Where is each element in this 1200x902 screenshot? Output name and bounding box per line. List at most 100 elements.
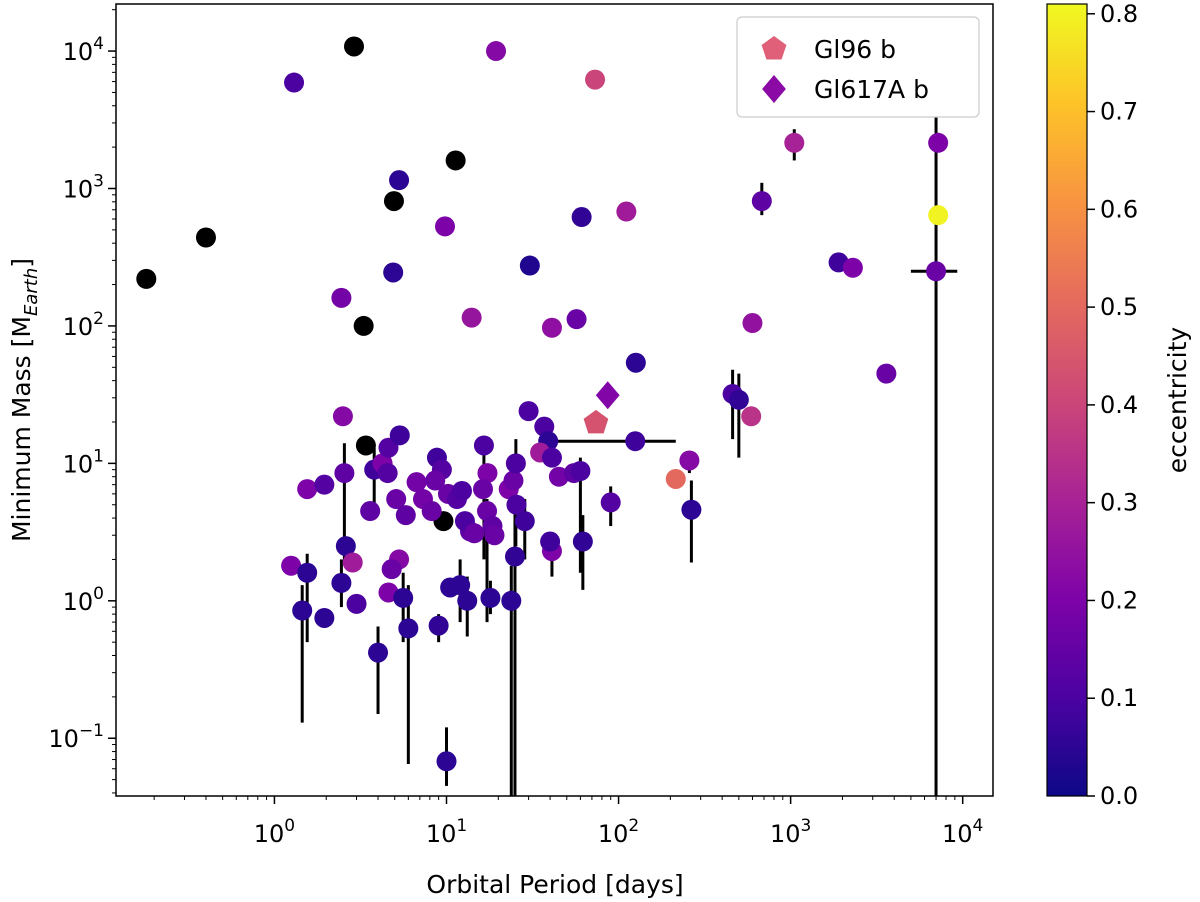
data-point bbox=[389, 425, 410, 446]
data-point bbox=[383, 191, 404, 212]
data-point bbox=[434, 216, 455, 237]
data-point bbox=[344, 36, 365, 57]
data-point bbox=[136, 268, 157, 289]
data-point bbox=[297, 562, 318, 583]
data-point bbox=[477, 463, 498, 484]
data-point bbox=[421, 501, 442, 522]
data-point bbox=[519, 255, 540, 276]
legend-label-gl96b: Gl96 b bbox=[814, 35, 896, 64]
data-point bbox=[681, 499, 702, 520]
colorbar-tick-label: 0.5 bbox=[1100, 293, 1138, 321]
legend-marker-gl96b bbox=[761, 36, 787, 60]
data-point bbox=[541, 317, 562, 338]
data-point bbox=[332, 406, 353, 427]
data-point bbox=[625, 431, 646, 452]
data-point bbox=[505, 453, 526, 474]
data-point bbox=[548, 466, 569, 487]
data-point bbox=[314, 607, 335, 628]
data-point bbox=[585, 69, 606, 90]
data-point bbox=[784, 132, 805, 153]
data-point bbox=[334, 463, 355, 484]
data-point bbox=[477, 501, 498, 522]
data-point bbox=[486, 41, 507, 62]
y-axis-label-sub: Earth bbox=[21, 268, 42, 316]
legend-box bbox=[736, 16, 980, 118]
colorbar-tick-label: 0.8 bbox=[1100, 0, 1138, 28]
data-point bbox=[445, 150, 466, 171]
x-axis: 100 101 102 103 104 bbox=[153, 796, 983, 848]
data-point bbox=[386, 489, 407, 510]
x-tick-label: 100 bbox=[254, 816, 295, 848]
colorbar-tick-label: 0.0 bbox=[1100, 782, 1138, 810]
data-point bbox=[281, 555, 302, 576]
data-point bbox=[484, 525, 505, 546]
data-point bbox=[566, 309, 587, 330]
y-axis-label-main: Minimum Mass [M bbox=[7, 316, 36, 542]
data-point bbox=[570, 461, 591, 482]
y-tick-label: 100 bbox=[63, 584, 104, 616]
colorbar-tick-label: 0.2 bbox=[1100, 586, 1138, 614]
highlighted-planet-marker bbox=[583, 409, 609, 434]
data-point bbox=[297, 479, 318, 500]
y-tick-label: 104 bbox=[63, 34, 104, 66]
data-point bbox=[383, 262, 404, 283]
colorbar-tick-label: 0.3 bbox=[1100, 489, 1138, 517]
data-point bbox=[368, 642, 389, 663]
x-tick-label: 101 bbox=[426, 816, 467, 848]
data-point bbox=[572, 531, 593, 552]
legend-label-gl617ab: Gl617A b bbox=[814, 75, 929, 104]
data-point bbox=[292, 600, 313, 621]
data-point bbox=[355, 435, 376, 456]
colorbar-tick-label: 0.4 bbox=[1100, 391, 1138, 419]
data-point bbox=[398, 618, 419, 639]
data-point bbox=[518, 401, 539, 422]
y-tick-label: 101 bbox=[63, 446, 104, 478]
y-tick-label: 10−1 bbox=[48, 721, 104, 753]
data-point bbox=[928, 205, 949, 226]
data-point bbox=[541, 447, 562, 468]
data-point bbox=[461, 307, 482, 328]
colorbar-label: eccentricity bbox=[1163, 327, 1192, 474]
data-point bbox=[501, 590, 522, 611]
data-point bbox=[514, 511, 535, 532]
data-point bbox=[428, 615, 449, 636]
data-point bbox=[451, 480, 472, 501]
data-point bbox=[381, 559, 402, 580]
data-point bbox=[353, 315, 374, 336]
data-point bbox=[284, 72, 305, 93]
data-point bbox=[450, 575, 471, 596]
data-point bbox=[335, 536, 356, 557]
colorbar-tick-label: 0.6 bbox=[1100, 195, 1138, 223]
plot-frame bbox=[115, 3, 994, 797]
data-point bbox=[876, 363, 897, 384]
colorbar-tick-label: 0.1 bbox=[1100, 684, 1138, 712]
plot-area bbox=[136, 36, 958, 796]
data-point bbox=[751, 191, 772, 212]
data-point bbox=[195, 227, 216, 248]
data-point bbox=[393, 587, 414, 608]
data-point bbox=[406, 472, 427, 493]
y-axis-label: Minimum Mass [MEarth] bbox=[7, 258, 42, 542]
data-point bbox=[540, 531, 561, 552]
x-tick-label: 102 bbox=[598, 816, 639, 848]
legend-marker-gl617ab bbox=[762, 75, 786, 103]
y-tick-label: 102 bbox=[63, 309, 104, 341]
colorbar bbox=[1046, 3, 1088, 797]
data-point bbox=[331, 287, 352, 308]
x-tick-label: 104 bbox=[942, 816, 983, 848]
data-point bbox=[503, 470, 524, 491]
data-point bbox=[504, 546, 525, 567]
data-point bbox=[480, 587, 501, 608]
data-point bbox=[679, 450, 700, 471]
legend: Gl96 b Gl617A b bbox=[736, 16, 980, 118]
data-point bbox=[395, 505, 416, 526]
data-point bbox=[436, 751, 457, 772]
data-point bbox=[842, 257, 863, 278]
data-point bbox=[457, 590, 478, 611]
y-axis-label-close: ] bbox=[7, 258, 36, 268]
data-point bbox=[741, 406, 762, 427]
data-point bbox=[314, 474, 335, 495]
data-point bbox=[464, 523, 485, 544]
data-point bbox=[728, 389, 749, 410]
